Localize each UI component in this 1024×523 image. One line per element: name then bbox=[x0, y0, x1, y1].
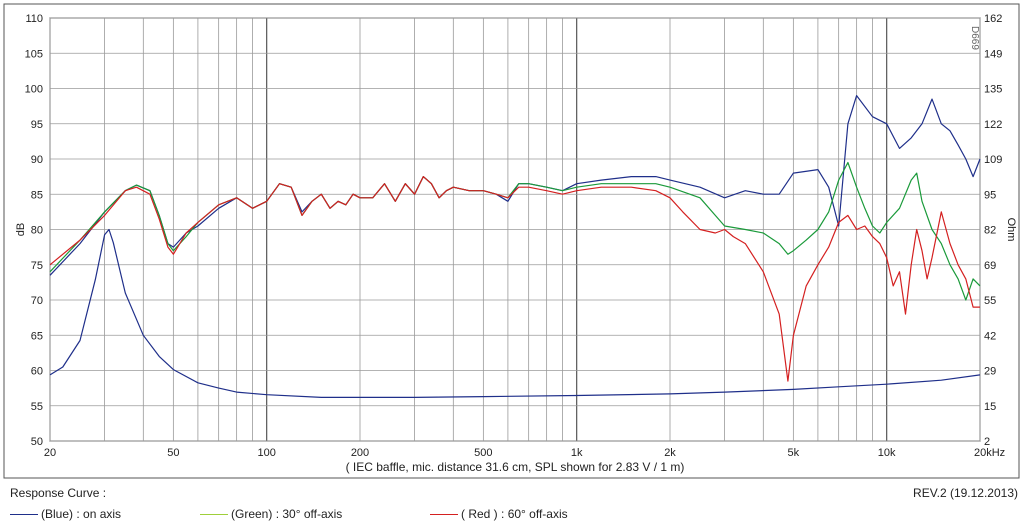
y-axis-label-right: Ohm bbox=[1005, 218, 1017, 242]
corner-mark: D669 bbox=[969, 26, 980, 50]
x-tick-label: 50 bbox=[167, 447, 179, 459]
y-tick-label-right: 29 bbox=[984, 366, 996, 378]
outer-border bbox=[3, 3, 1020, 479]
y-tick-label-left: 95 bbox=[31, 119, 43, 131]
legend-entry-green: (Green) : 30° off-axis bbox=[200, 507, 342, 521]
x-tick-label: 200 bbox=[351, 447, 369, 459]
x-tick-label: 20kHz bbox=[974, 447, 1005, 459]
y-tick-label-right: 55 bbox=[984, 295, 996, 307]
legend-title: Response Curve : bbox=[10, 486, 107, 500]
y-tick-label-right: 15 bbox=[984, 401, 996, 413]
y-tick-label-right: 135 bbox=[984, 84, 1002, 96]
legend-color-green: (Green) bbox=[231, 507, 273, 521]
y-tick-label-left: 65 bbox=[31, 330, 43, 342]
legend-text-green: : 30° off-axis bbox=[275, 507, 343, 521]
y-tick-label-right: 149 bbox=[984, 48, 1002, 60]
y-tick-label-left: 50 bbox=[31, 436, 43, 448]
series-line-impedance bbox=[49, 228, 981, 398]
legend-entry-blue: (Blue) : on axis bbox=[10, 507, 121, 521]
revision-label: REV.2 (19.12.2013) bbox=[913, 486, 1018, 500]
legend-swatch-blue bbox=[10, 514, 38, 516]
y-tick-label-left: 100 bbox=[25, 84, 43, 96]
y-tick-label-right: 95 bbox=[984, 189, 996, 201]
series-line-off_60 bbox=[49, 176, 980, 382]
y-tick-label-left: 105 bbox=[25, 48, 43, 60]
y-tick-label-right: 109 bbox=[984, 154, 1002, 166]
x-tick-label: 10k bbox=[878, 447, 896, 459]
y-tick-label-left: 75 bbox=[31, 260, 43, 272]
y-tick-label-right: 82 bbox=[984, 225, 996, 237]
x-tick-label: 1k bbox=[571, 447, 583, 459]
x-axis-label: ( IEC baffle, mic. distance 31.6 cm, SPL… bbox=[346, 460, 685, 474]
tick-labels: 50 55 60 65 70 75 80 85 90 95 100 105 110 2 15 29 42 55 69… bbox=[25, 13, 1006, 459]
y-tick-label-left: 70 bbox=[31, 295, 43, 307]
y-tick-label-left: 80 bbox=[31, 225, 43, 237]
y-tick-label-right: 162 bbox=[984, 13, 1002, 25]
legend-color-red: ( Red ) bbox=[461, 507, 498, 521]
legend-color-blue: (Blue) bbox=[41, 507, 74, 521]
y-tick-label-left: 110 bbox=[25, 13, 43, 25]
legend-entry-red: ( Red ) : 60° off-axis bbox=[430, 507, 568, 521]
x-tick-label: 20 bbox=[44, 447, 56, 459]
y-tick-label-right: 42 bbox=[984, 330, 996, 342]
x-tick-label: 5k bbox=[788, 447, 800, 459]
series-layer bbox=[49, 94, 981, 398]
y-tick-label-left: 85 bbox=[31, 189, 43, 201]
y-tick-label-right: 122 bbox=[984, 119, 1002, 131]
y-tick-label-left: 55 bbox=[31, 401, 43, 413]
x-tick-label: 100 bbox=[258, 447, 276, 459]
y-tick-label-right: 69 bbox=[984, 260, 996, 272]
grid bbox=[49, 17, 981, 442]
legend-text-red: : 60° off-axis bbox=[501, 507, 568, 521]
y-tick-label-left: 90 bbox=[31, 154, 43, 166]
legend-text-blue: : on axis bbox=[76, 507, 122, 521]
y-tick-label-left: 60 bbox=[31, 366, 43, 378]
y-tick-label-right: 2 bbox=[984, 436, 990, 448]
x-tick-label: 500 bbox=[474, 447, 492, 459]
y-axis-label-left: dB bbox=[15, 223, 27, 236]
legend-swatch-green bbox=[200, 514, 228, 516]
x-tick-label: 2k bbox=[664, 447, 676, 459]
legend-swatch-red bbox=[430, 514, 458, 516]
